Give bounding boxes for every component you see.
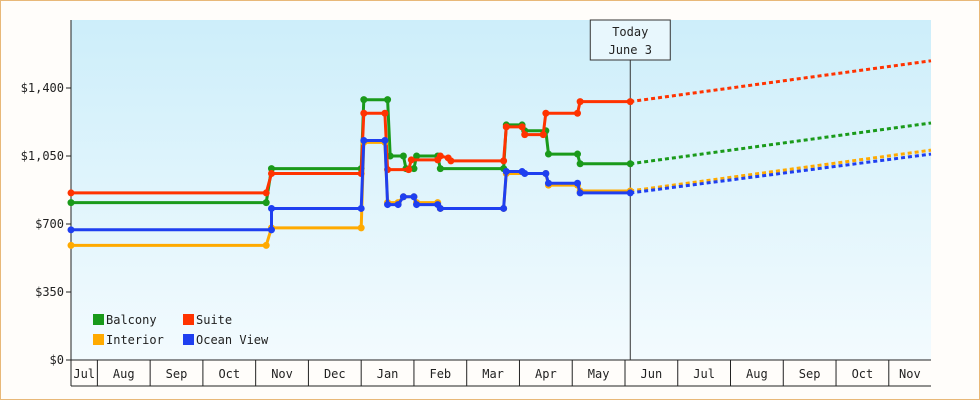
forecast-line [630,121,932,166]
legend-swatch [93,314,104,325]
data-point [574,179,582,187]
series-layer [67,59,932,249]
data-point [381,109,389,117]
y-axis: $0 $350 $700 $1,050 $1,400 [21,20,72,367]
today-date: June 3 [609,43,652,57]
data-point [413,201,421,209]
data-point [357,204,365,212]
today-label-box [589,19,671,61]
legend-label: Interior [106,333,164,347]
legend-swatch [183,314,194,325]
data-point [542,109,550,117]
forecast-line [630,148,932,193]
data-point [384,96,392,104]
data-point [436,204,444,212]
x-month-label: Sep [166,367,188,381]
data-point [360,109,368,117]
data-point [360,136,368,144]
data-point [576,189,584,197]
data-point [413,152,421,160]
legend-label: Suite [196,313,232,327]
data-point [384,201,392,209]
x-month-label: Nov [899,367,921,381]
x-month-label: Oct [218,367,240,381]
y-tick-label: $0 [50,353,64,367]
data-point [574,109,582,117]
data-point [544,150,552,158]
data-point [67,226,75,234]
legend-label: Balcony [106,313,157,327]
data-point [357,224,365,232]
forecast-line [630,152,932,195]
data-point [502,123,510,131]
data-point [436,165,444,173]
forecast-line [630,59,932,104]
today-label: Today [612,25,648,39]
x-month-label: Jul [73,367,95,381]
x-month-label: Aug [746,367,768,381]
x-axis: Jul Aug Sep Oct Nov Dec Jan Feb Mar Apr May Jun Jul A… [70,359,931,387]
data-point [500,204,508,212]
y-tick-label: $1,400 [21,81,64,95]
data-point [576,160,584,168]
data-point [262,199,270,207]
data-point [262,189,270,197]
data-point [539,131,547,139]
x-month-label: Jul [693,367,715,381]
data-point [405,166,413,174]
data-point [267,165,275,173]
x-month-label: Jun [641,367,663,381]
data-point [381,136,389,144]
today-marker: Today June 3 [589,19,671,360]
data-point [410,193,418,201]
data-point [267,204,275,212]
y-tick-label: $700 [35,217,64,231]
legend-label: Ocean View [196,333,269,347]
data-point [394,201,402,209]
data-point [407,156,415,164]
x-month-label: Dec [324,367,346,381]
data-point [262,241,270,249]
data-point [410,165,418,173]
data-point [399,152,407,160]
data-point [67,241,75,249]
series-line [69,139,632,232]
y-tick-label: $350 [35,285,64,299]
data-point [360,96,368,104]
data-point [576,98,584,106]
data-point [544,179,552,187]
x-month-label: Oct [852,367,874,381]
legend-swatch [93,334,104,345]
data-point [518,123,526,131]
plot-background [71,20,931,360]
data-point [574,150,582,158]
data-point [521,131,529,139]
data-point [436,152,444,160]
x-month-label: Sep [799,367,821,381]
data-point [267,169,275,177]
data-point [502,168,510,176]
series-ocean-view [67,136,932,234]
x-month-label: Aug [113,367,135,381]
x-month-label: Jan [377,367,399,381]
x-month-label: Feb [429,367,451,381]
x-month-label: May [588,367,610,381]
data-point [267,226,275,234]
data-point [521,169,529,177]
data-point [447,157,455,165]
data-point [399,193,407,201]
x-month-label: Mar [482,367,504,381]
y-tick-label: $1,050 [21,149,64,163]
data-point [67,199,75,207]
legend: Balcony Suite Interior Ocean View [93,313,269,347]
legend-swatch [183,334,194,345]
x-month-label: Apr [535,367,557,381]
x-month-label: Nov [271,367,293,381]
data-point [67,189,75,197]
data-point [500,157,508,165]
data-point [542,169,550,177]
